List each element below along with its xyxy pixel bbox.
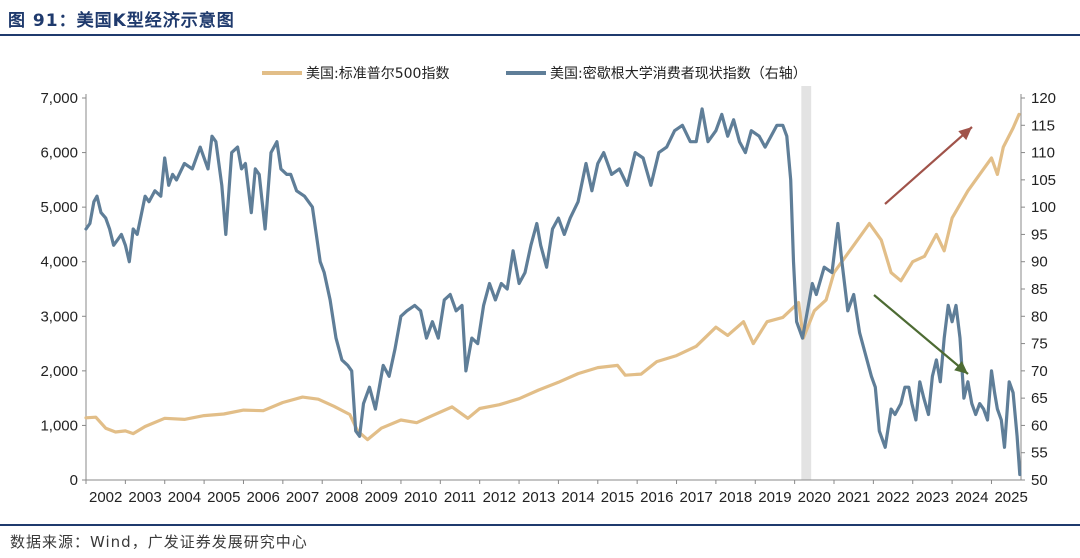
x-tick-label: 2022 (876, 489, 909, 506)
right-tick-label: 85 (1031, 281, 1048, 298)
sentiment-series-line (84, 107, 1022, 477)
right-tick-label: 65 (1031, 390, 1048, 407)
figure-title: 图 91：美国K型经济示意图 (8, 11, 235, 31)
right-tick-label: 105 (1031, 172, 1056, 189)
x-tick-label: 2010 (404, 489, 437, 506)
upward-arrow-head (958, 127, 972, 141)
x-tick-label: 2014 (561, 489, 594, 506)
x-tick-label: 2020 (798, 489, 831, 506)
right-tick-label: 75 (1031, 336, 1048, 353)
right-tick-label: 60 (1031, 417, 1048, 434)
x-tick-label: 2021 (837, 489, 870, 506)
left-tick-label: 5,000 (40, 199, 78, 216)
x-tick-label: 2011 (444, 489, 476, 506)
series-layer (84, 107, 1022, 477)
left-tick-label: 1,000 (40, 417, 78, 434)
x-tick-label: 2003 (128, 489, 161, 506)
footer-divider (0, 524, 1080, 526)
right-tick-label: 90 (1031, 254, 1048, 271)
right-tick-label: 110 (1031, 145, 1055, 162)
x-tick-label: 2009 (365, 489, 398, 506)
right-tick-label: 80 (1031, 308, 1048, 325)
right-tick-label: 115 (1031, 117, 1055, 134)
right-tick-label: 50 (1031, 472, 1048, 489)
x-tick-label: 2005 (207, 489, 240, 506)
shaded-period (801, 86, 812, 480)
right-tick-label: 100 (1031, 199, 1056, 216)
x-tick-label: 2013 (522, 489, 555, 506)
right-tick-label: 70 (1031, 363, 1048, 380)
x-tick-label: 2008 (325, 489, 358, 506)
left-tick-label: 2,000 (40, 363, 78, 380)
left-tick-label: 4,000 (40, 254, 78, 271)
right-tick-label: 120 (1031, 90, 1056, 107)
legend-label: 美国:标准普尔500指数 (306, 66, 449, 82)
legend-label: 美国:密歇根大学消费者现状指数（右轴） (550, 65, 807, 82)
x-tick-label: 2017 (680, 489, 713, 506)
right-tick-label: 95 (1031, 226, 1048, 243)
x-tick-label: 2019 (758, 489, 791, 506)
source-note: 数据来源：Wind，广发证券发展研究中心 (10, 533, 308, 551)
spx-series-line (84, 112, 1021, 442)
k-shape-chart: 美国:标准普尔500指数 美国:密歇根大学消费者现状指数（右轴） 0 1,000 2,… (40, 65, 1056, 506)
downward-arrow-shaft (873, 294, 969, 375)
x-tick-label: 2015 (601, 489, 634, 506)
arrow-layer (873, 126, 973, 375)
left-tick-label: 3,000 (40, 308, 78, 325)
upward-arrow-shaft (884, 126, 973, 205)
left-tick-label: 7,000 (40, 90, 78, 107)
left-tick-label: 6,000 (40, 145, 78, 162)
x-tick-label: 2024 (955, 489, 988, 506)
x-tick-label: 2023 (916, 489, 949, 506)
x-tick-label: 2016 (640, 489, 673, 506)
shaded-period-layer (801, 86, 812, 480)
x-tick-label: 2006 (246, 489, 279, 506)
x-tick-label: 2025 (994, 489, 1027, 506)
x-tick-label: 2002 (89, 489, 122, 506)
x-tick-label: 2012 (483, 489, 516, 506)
downward-arrow-head (954, 361, 968, 374)
left-tick-label: 0 (70, 472, 78, 489)
legend: 美国:标准普尔500指数 美国:密歇根大学消费者现状指数（右轴） (262, 65, 807, 82)
title-divider (0, 34, 1080, 36)
x-tick-label: 2007 (286, 489, 319, 506)
x-tick-label: 2018 (719, 489, 752, 506)
axes-layer (82, 94, 1025, 484)
tick-labels-layer: 0 1,000 2,000 3,000 4,000 5,000 6,000 7,000 50 55… (40, 90, 1056, 506)
right-tick-label: 55 (1031, 445, 1048, 462)
x-tick-label: 2004 (168, 489, 201, 506)
